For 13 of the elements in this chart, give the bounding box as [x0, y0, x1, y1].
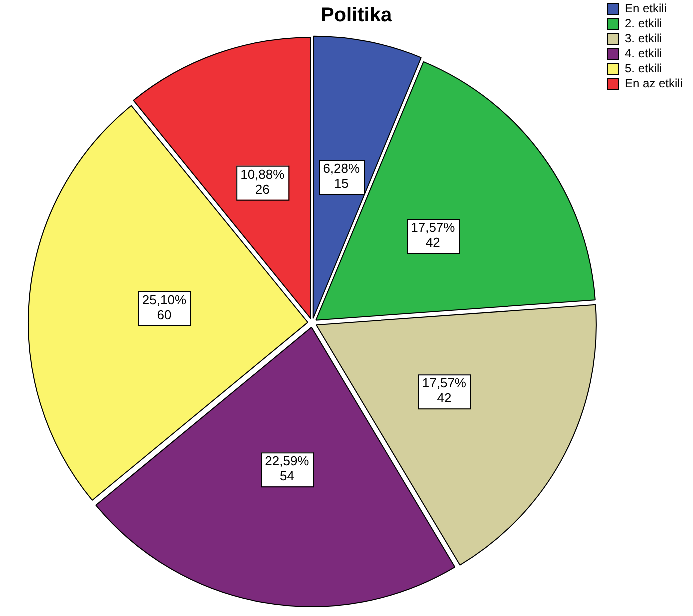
legend-label: 3. etkili — [624, 31, 662, 46]
legend-label: 4. etkili — [624, 46, 662, 60]
legend-label: En az etkili — [624, 76, 684, 90]
data-label: 17,57% 42 — [422, 376, 467, 406]
data-label: 10,88% 26 — [240, 166, 286, 197]
data-label: 25,10% 60 — [142, 292, 187, 322]
legend-label: En etkili — [624, 1, 668, 16]
legend-label: 5. etkili — [624, 61, 662, 76]
chart-title: Politika — [320, 4, 393, 27]
data-label: 6,28% 15 — [323, 161, 360, 192]
data-label: 17,57% 42 — [411, 220, 456, 250]
data-label: 22,59% 54 — [265, 454, 310, 484]
legend-label: 2. etkili — [624, 16, 662, 30]
